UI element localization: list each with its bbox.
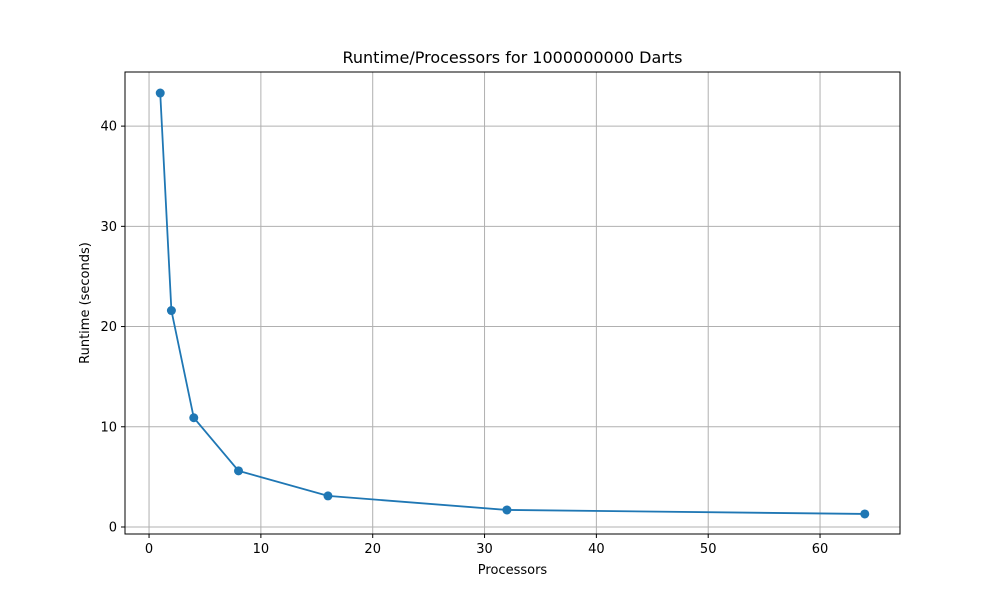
y-tick-label: 0: [109, 520, 117, 535]
chart-title: Runtime/Processors for 1000000000 Darts: [343, 48, 683, 67]
y-tick-label: 40: [100, 120, 117, 135]
y-axis-label: Runtime (seconds): [78, 242, 93, 364]
ticks: 0 10 20 30 40 50 60 0 10 20 30 40: [100, 120, 828, 557]
x-axis-label: Processors: [478, 563, 548, 578]
data-point: [323, 491, 333, 501]
grid: [125, 72, 900, 534]
data-point: [860, 509, 870, 519]
x-tick-label: 40: [588, 542, 605, 557]
data-point: [234, 466, 244, 476]
x-tick-label: 60: [812, 542, 829, 557]
x-tick-label: 50: [700, 542, 717, 557]
x-tick-label: 10: [253, 542, 270, 557]
data-point: [189, 413, 199, 423]
x-tick-label: 20: [364, 542, 381, 557]
plot-frame: [124, 71, 901, 535]
x-tick-label: 0: [145, 542, 153, 557]
x-tick-label: 30: [476, 542, 493, 557]
series-line: [159, 92, 865, 515]
series-layer: [155, 88, 870, 519]
y-tick-label: 30: [100, 220, 117, 235]
y-tick-label: 20: [100, 320, 117, 335]
data-point: [166, 306, 176, 316]
data-point: [502, 505, 512, 515]
data-point: [155, 88, 165, 98]
y-tick-label: 10: [100, 420, 117, 435]
